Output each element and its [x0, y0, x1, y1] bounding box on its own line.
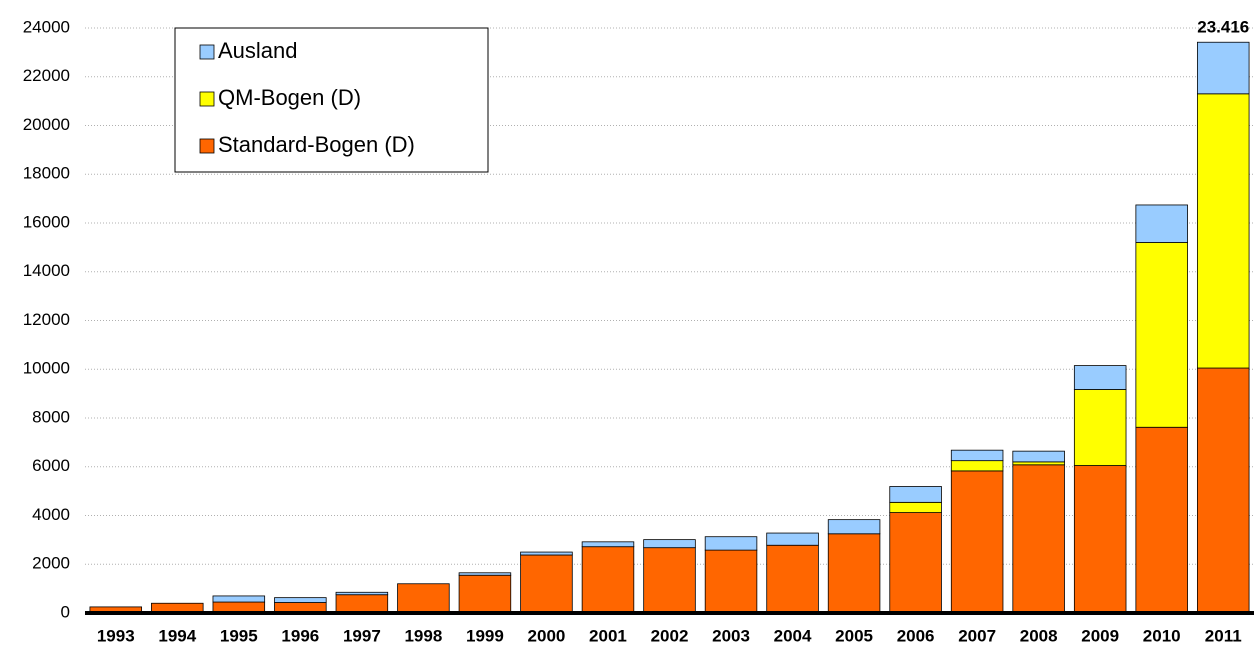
y-tick-label: 6000 [32, 456, 70, 475]
bar-segment [889, 501, 942, 513]
bar-segment [1196, 41, 1250, 95]
bar-segment [704, 536, 758, 551]
x-tick-label: 2009 [1081, 626, 1119, 645]
bar-segment [1073, 365, 1127, 390]
bar-segment [643, 539, 696, 549]
y-tick-label: 10000 [23, 359, 70, 378]
bar-segment [1012, 450, 1065, 463]
bar-segment [1135, 204, 1188, 243]
bar-segment [950, 449, 1004, 462]
bar-segment [889, 512, 942, 614]
x-tick-label: 2004 [774, 626, 812, 645]
x-tick-label: 1999 [466, 626, 504, 645]
x-tick-label: 1996 [281, 626, 319, 645]
legend-label: QM-Bogen (D) [218, 85, 361, 110]
y-tick-label: 12000 [23, 310, 70, 329]
legend-swatch [199, 138, 215, 154]
bar-segment [1135, 426, 1188, 614]
y-tick-label: 2000 [32, 554, 70, 573]
bar-segment [1196, 367, 1250, 614]
x-tick-label: 2003 [712, 626, 750, 645]
bar-segment [827, 533, 881, 614]
y-tick-label: 22000 [23, 66, 70, 85]
legend-label: Standard-Bogen (D) [218, 132, 415, 157]
legend: Ausland QM-Bogen (D) Standard-Bogen (D) [174, 27, 489, 173]
total-label: 23.416 [1197, 18, 1249, 37]
x-tick-label: 2010 [1143, 626, 1181, 645]
bar-segment [581, 546, 635, 614]
bar-segment [950, 470, 1004, 614]
bar-segment [643, 547, 696, 614]
bar-segment [704, 549, 758, 614]
x-tick-label: 1997 [343, 626, 381, 645]
x-tick-label: 1993 [97, 626, 135, 645]
bar-segment [397, 583, 450, 614]
y-tick-label: 18000 [23, 164, 70, 183]
legend-box [174, 27, 489, 173]
x-tick-label: 1998 [404, 626, 442, 645]
bar-segment [274, 597, 327, 603]
x-tick-label: 2000 [528, 626, 566, 645]
bar-segment [335, 594, 389, 614]
x-tick-label: 2005 [835, 626, 873, 645]
bar-segment [581, 541, 635, 548]
x-tick-label: 2001 [589, 626, 627, 645]
x-tick-label: 2011 [1205, 626, 1242, 645]
y-tick-label: 0 [61, 602, 70, 621]
bar-segment [212, 595, 266, 603]
bar-segment [1135, 242, 1188, 428]
y-tick-label: 14000 [23, 261, 70, 280]
legend-swatch [199, 44, 215, 60]
bar-segment [1073, 465, 1127, 614]
bar-segment [458, 572, 512, 576]
bar-segment [335, 591, 389, 596]
bar-segment [1012, 464, 1065, 614]
y-tick-label: 16000 [23, 212, 70, 231]
y-tick-label: 24000 [23, 17, 70, 36]
bar-segment [766, 532, 819, 546]
bar-segment [889, 486, 942, 503]
bar-segment [827, 519, 881, 535]
y-tick-label: 4000 [32, 505, 70, 524]
legend-label: Ausland [218, 38, 298, 63]
x-tick-label: 1994 [158, 626, 196, 645]
x-tick-label: 2007 [958, 626, 996, 645]
x-tick-label: 2002 [651, 626, 689, 645]
bar-segment [520, 551, 573, 556]
y-tick-label: 8000 [32, 407, 70, 426]
bar-segment [1196, 93, 1250, 369]
bar-segment [950, 460, 1004, 472]
x-tick-label: 2008 [1020, 626, 1058, 645]
x-tick-label: 1995 [220, 626, 258, 645]
y-tick-label: 20000 [23, 115, 70, 134]
bar-segment [1073, 389, 1127, 466]
legend-swatch [199, 91, 215, 107]
bar-segment [458, 574, 512, 614]
bar-segment [1012, 461, 1065, 466]
x-tick-label: 2006 [897, 626, 935, 645]
bar-segment [766, 544, 819, 614]
bar-segment [520, 554, 573, 614]
